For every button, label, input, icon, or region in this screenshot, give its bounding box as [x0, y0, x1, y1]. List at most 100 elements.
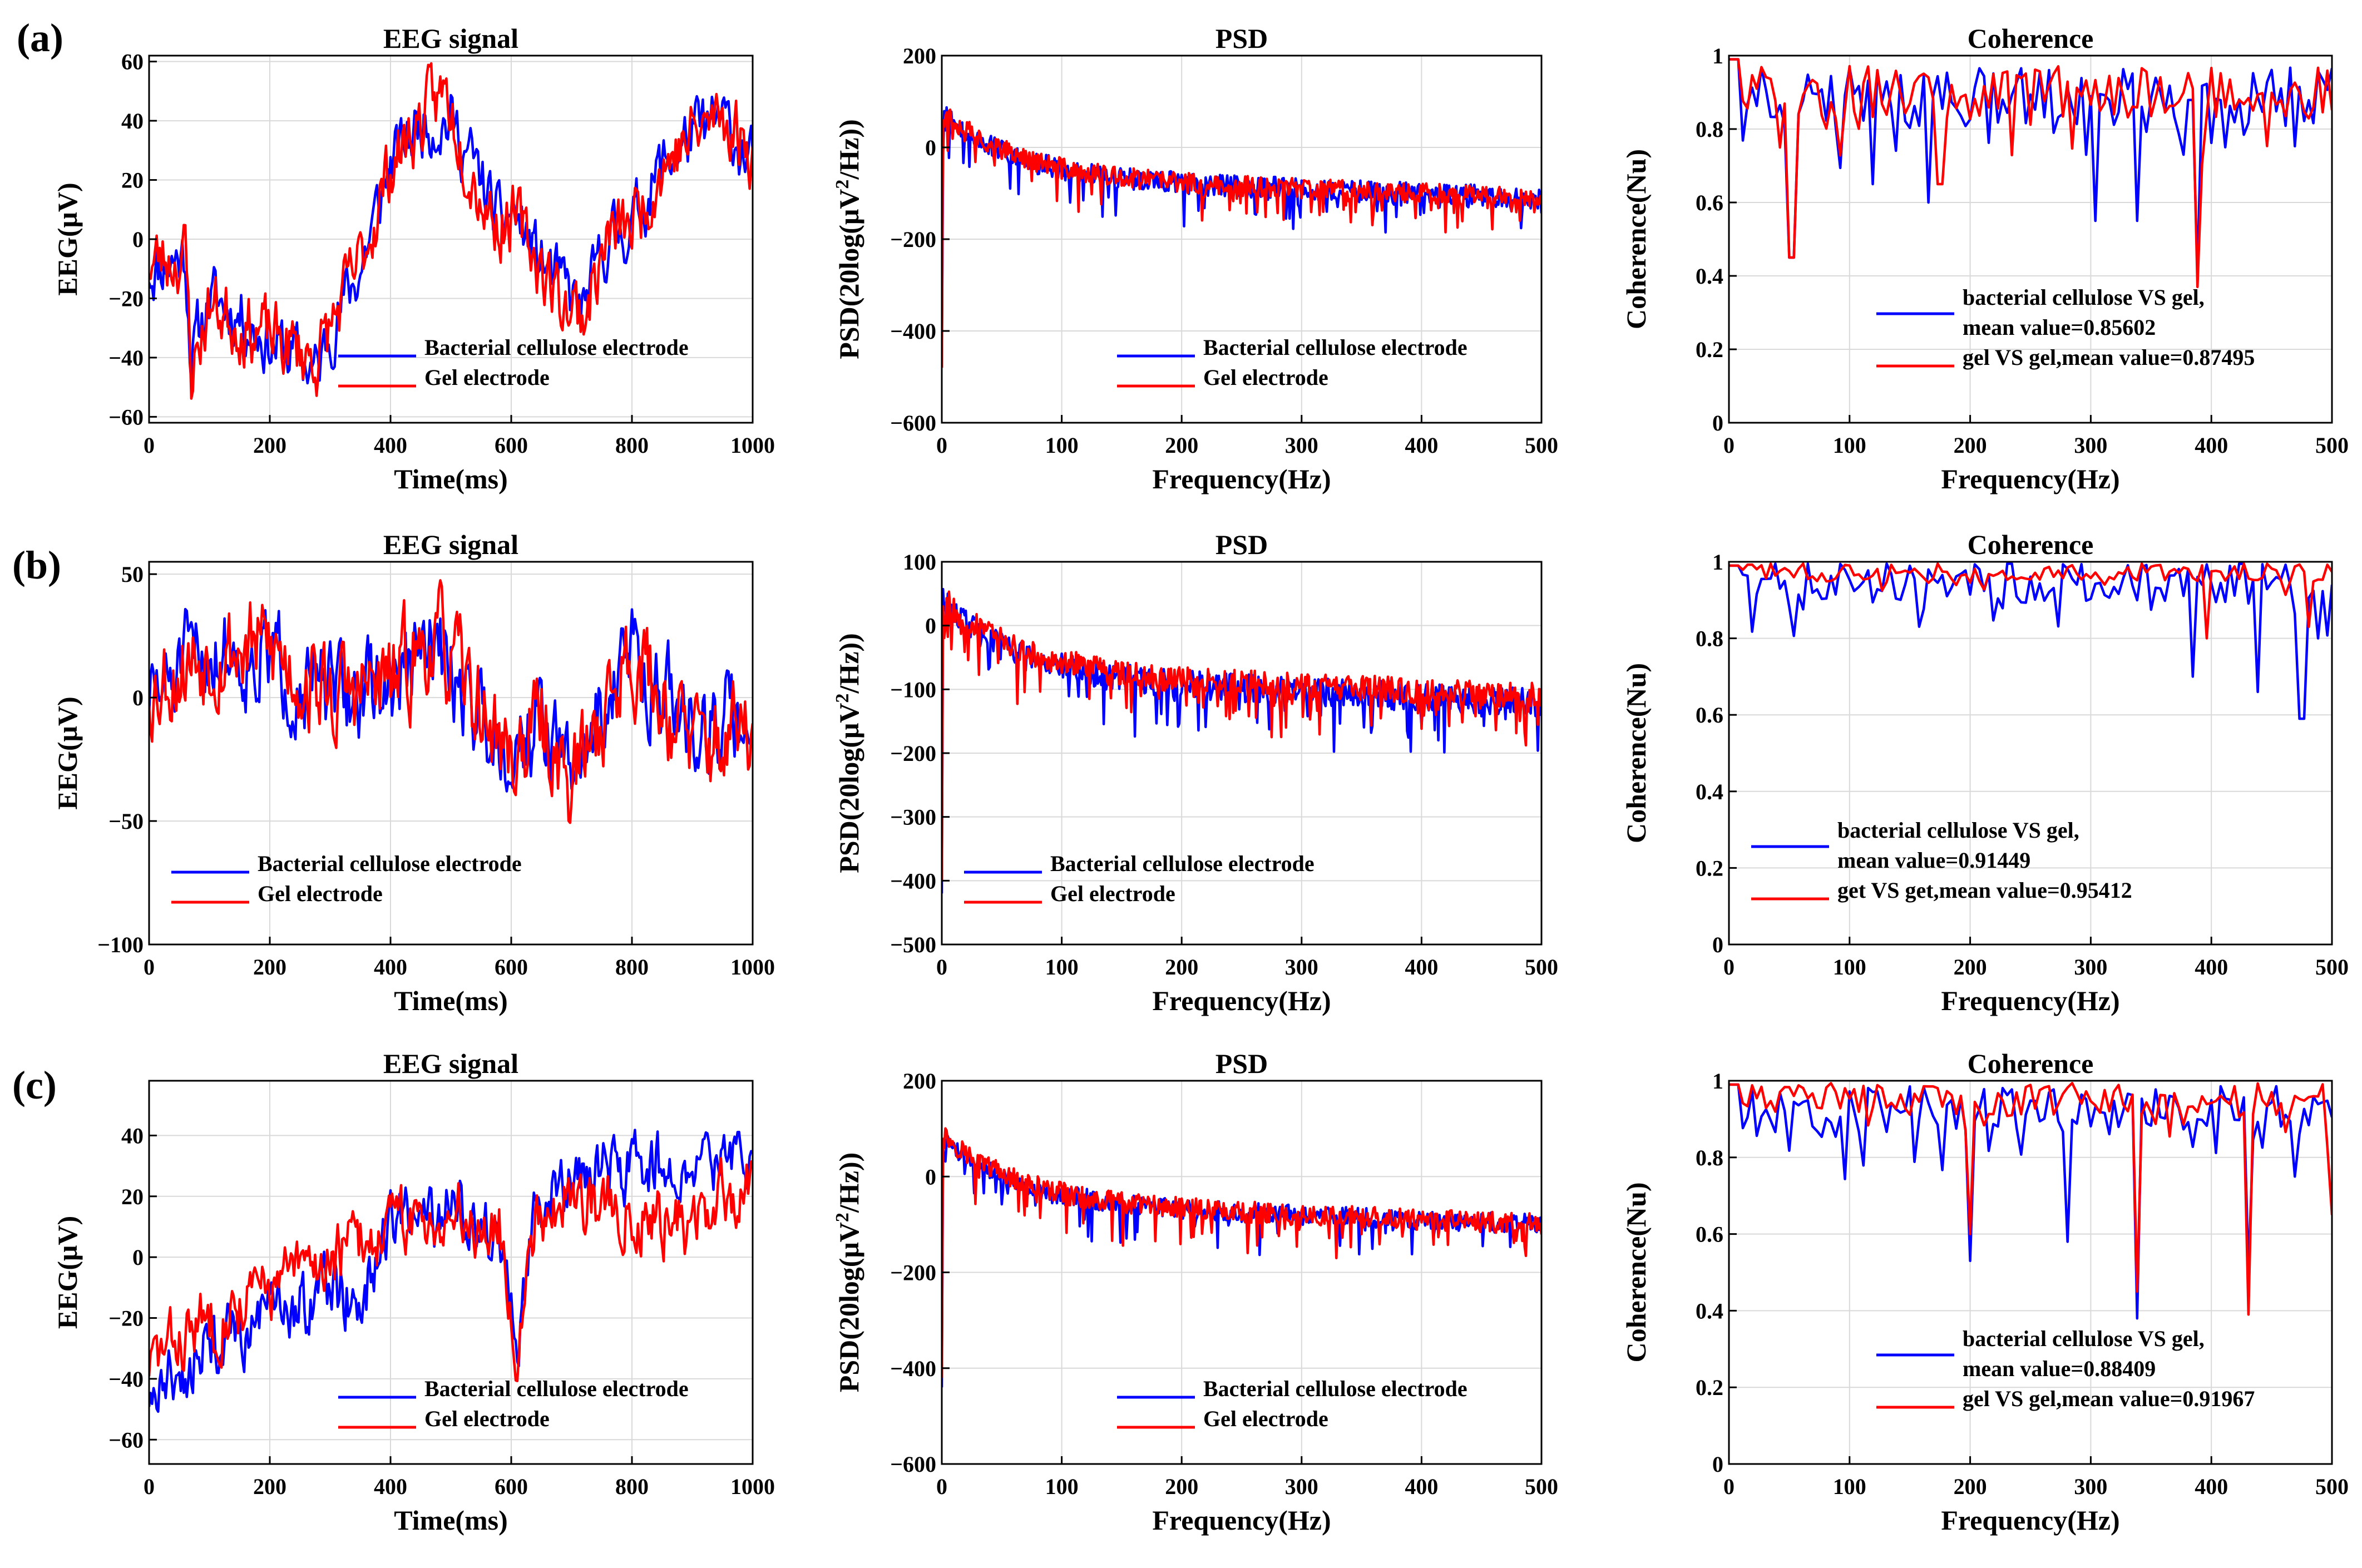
chart-title: Coherence [1968, 1048, 2094, 1079]
series-line-red [1729, 562, 2332, 640]
y-tick-label: 0.8 [1696, 117, 1723, 142]
legend-label: Bacterial cellulose electrode [1050, 851, 1315, 876]
y-tick-label: −200 [890, 1260, 936, 1285]
y-tick-label: −400 [890, 868, 936, 893]
legend-label: Bacterial cellulose electrode [424, 335, 689, 360]
legend-label: Gel electrode [1050, 881, 1175, 906]
legend-label: gel VS gel,mean value=0.87495 [1963, 345, 2255, 370]
x-tick-label: 100 [1833, 1474, 1866, 1499]
y-axis-label: EEG(μV) [52, 182, 83, 295]
x-tick-label: 400 [374, 954, 407, 980]
x-tick-label: 200 [1165, 433, 1198, 458]
series-line-blue [942, 1135, 1541, 1388]
legend-label: Bacterial cellulose electrode [1203, 1376, 1467, 1401]
y-axis-label: Coherence(Nu) [1620, 1183, 1652, 1363]
x-tick-label: 100 [1833, 954, 1866, 980]
y-tick-label: 0.8 [1696, 1145, 1723, 1170]
y-tick-label: −20 [108, 1306, 144, 1331]
legend: Bacterial cellulose electrode Gel electro… [1117, 1376, 1467, 1431]
legend-label: Bacterial cellulose electrode [1203, 335, 1467, 360]
y-tick-label: −60 [108, 404, 144, 429]
x-axis-label: Time(ms) [394, 1505, 508, 1536]
y-tick-label: 0.4 [1696, 264, 1723, 289]
y-tick-label: −50 [108, 809, 144, 834]
legend-label: Gel electrode [1203, 365, 1328, 390]
y-tick-label: 0.8 [1696, 626, 1723, 651]
x-tick-label: 200 [1954, 433, 1987, 458]
chart-eeg-2: 0 200 400 600 800 1000 −60 −40 −20 0 20 40 EEG signa… [52, 1048, 775, 1536]
x-tick-label: 0 [936, 954, 947, 980]
legend: bacterial cellulose VS gel, mean value=0.… [1751, 818, 2132, 903]
x-tick-label: 100 [1045, 1474, 1079, 1499]
y-axis-label: Coherence(Nu) [1620, 663, 1652, 843]
y-tick-label: 0.6 [1696, 703, 1723, 728]
y-tick-label: 0 [925, 614, 936, 639]
legend-label: Gel electrode [424, 365, 550, 390]
x-axis-label: Frequency(Hz) [1152, 985, 1331, 1016]
chart-coh-0: 0 100 200 300 400 500 0 0.2 0.4 0.6 0.8 1 Coherence F… [1620, 23, 2349, 494]
legend: bacterial cellulose VS gel, mean value=0.… [1876, 1326, 2255, 1411]
x-tick-label: 100 [1833, 433, 1866, 458]
legend: Bacterial cellulose electrode Gel electro… [338, 335, 689, 390]
chart-title: PSD [1215, 1048, 1268, 1079]
y-axis-label: PSD(20log(μV2/Hz)) [832, 1152, 865, 1392]
y-tick-label: −200 [890, 741, 936, 766]
x-tick-label: 400 [374, 433, 407, 458]
y-tick-label: −300 [890, 805, 936, 830]
x-tick-label: 400 [1405, 433, 1438, 458]
legend-label: Gel electrode [258, 881, 383, 906]
x-tick-label: 300 [2074, 1474, 2107, 1499]
y-tick-label: 40 [121, 1123, 144, 1148]
x-axis-label: Time(ms) [394, 985, 508, 1016]
chart-psd-0: 0 100 200 300 400 500 −600 −400 −200 0 200 PSD Frequ… [832, 23, 1559, 494]
x-tick-label: 400 [2195, 433, 2228, 458]
x-tick-label: 0 [936, 433, 947, 458]
x-tick-label: 0 [1723, 954, 1735, 980]
series-line-red [149, 62, 753, 400]
legend: Bacterial cellulose electrode Gel electro… [171, 851, 522, 906]
y-axis-label: EEG(μV) [52, 1216, 83, 1329]
legend-label: bacterial cellulose VS gel, mean value=0.… [1837, 818, 2079, 873]
x-tick-label: 1000 [730, 954, 775, 980]
y-tick-label: −100 [97, 932, 144, 957]
chart-eeg-0: 0 200 400 600 800 1000 −60 −40 −20 0 20 40 60 EEG sig… [52, 23, 775, 494]
axes-box [1728, 1080, 2333, 1465]
x-tick-label: 500 [1525, 433, 1558, 458]
x-tick-label: 500 [1525, 954, 1558, 980]
y-tick-label: 50 [121, 562, 144, 587]
x-tick-label: 0 [1723, 1474, 1735, 1499]
chart-title: EEG signal [383, 1048, 518, 1079]
legend: Bacterial cellulose electrode Gel electro… [1117, 335, 1467, 390]
y-axis-label: EEG(μV) [52, 696, 83, 809]
x-tick-label: 400 [1405, 954, 1438, 980]
x-tick-label: 300 [1285, 954, 1318, 980]
y-tick-label: −20 [108, 286, 144, 311]
chart-title: PSD [1215, 529, 1268, 560]
legend: bacterial cellulose VS gel, mean value=0.… [1876, 285, 2255, 370]
x-tick-label: 200 [253, 954, 286, 980]
series-line-blue [1729, 562, 2332, 720]
y-tick-label: −500 [890, 932, 936, 957]
x-tick-label: 0 [144, 433, 155, 458]
panel-label: (c) [12, 1063, 57, 1107]
y-axis-label: PSD(20log(μV2/Hz)) [832, 119, 865, 359]
series-line-red [942, 1127, 1541, 1378]
series-line-blue [1729, 58, 2332, 278]
x-axis-label: Time(ms) [394, 463, 508, 494]
x-tick-label: 0 [936, 1474, 947, 1499]
x-tick-label: 500 [1525, 1474, 1558, 1499]
series-line-blue [942, 106, 1541, 368]
series-line-red [149, 579, 753, 824]
series-line-blue [942, 588, 1541, 894]
y-tick-label: −100 [890, 677, 936, 702]
y-tick-label: 0 [1712, 410, 1723, 436]
y-tick-label: 0 [132, 1245, 144, 1270]
x-tick-label: 400 [1405, 1474, 1438, 1499]
y-tick-label: −400 [890, 319, 936, 344]
legend-label: Gel electrode [1203, 1406, 1328, 1431]
axes-box [1728, 55, 2333, 424]
x-tick-label: 0 [144, 1474, 155, 1499]
legend: Bacterial cellulose electrode Gel electro… [964, 851, 1315, 906]
x-tick-label: 800 [615, 1474, 649, 1499]
